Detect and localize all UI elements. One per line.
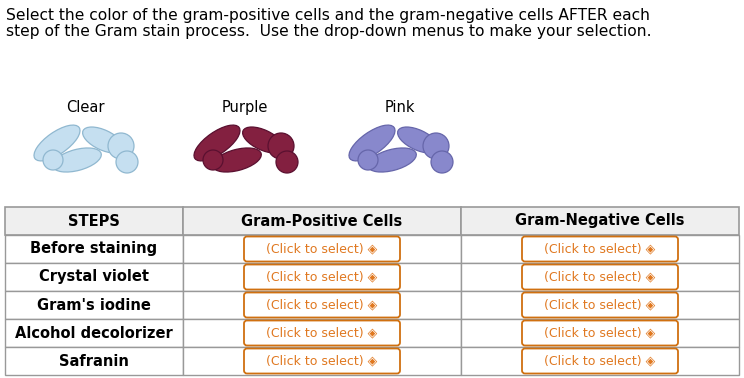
Bar [461,291,739,319]
Circle shape [431,151,453,173]
Circle shape [268,133,294,159]
Bar [461,263,739,291]
Text: (Click to select) ◈: (Click to select) ◈ [266,299,378,311]
Text: (Click to select) ◈: (Click to select) ◈ [545,271,655,284]
Text: Gram-Negative Cells: Gram-Negative Cells [516,214,684,228]
Text: Before staining: Before staining [31,242,158,257]
Ellipse shape [368,148,417,172]
FancyBboxPatch shape [244,237,400,262]
FancyBboxPatch shape [522,237,678,262]
Circle shape [108,133,134,159]
Ellipse shape [397,127,438,153]
Circle shape [203,150,223,170]
Bar [183,319,461,347]
Text: Pink: Pink [385,100,415,115]
Bar [461,207,739,235]
FancyBboxPatch shape [522,265,678,290]
Text: STEPS: STEPS [68,214,120,228]
Ellipse shape [213,148,261,172]
Text: (Click to select) ◈: (Click to select) ◈ [266,355,378,367]
Bar [5,319,183,347]
Ellipse shape [194,125,240,161]
FancyBboxPatch shape [522,293,678,318]
Text: Clear: Clear [65,100,104,115]
Text: (Click to select) ◈: (Click to select) ◈ [545,243,655,256]
Text: Gram's iodine: Gram's iodine [37,297,151,313]
Text: (Click to select) ◈: (Click to select) ◈ [545,327,655,339]
Bar [183,235,461,263]
Bar [183,207,461,235]
Text: Gram-Positive Cells: Gram-Positive Cells [241,214,403,228]
Text: (Click to select) ◈: (Click to select) ◈ [266,271,378,284]
Bar [461,235,739,263]
Bar [5,291,183,319]
Text: (Click to select) ◈: (Click to select) ◈ [545,299,655,311]
Text: Crystal violet: Crystal violet [39,270,149,285]
FancyBboxPatch shape [244,349,400,373]
FancyBboxPatch shape [244,293,400,318]
FancyBboxPatch shape [244,265,400,290]
Text: (Click to select) ◈: (Click to select) ◈ [545,355,655,367]
Ellipse shape [349,125,395,161]
Circle shape [423,133,449,159]
FancyBboxPatch shape [522,349,678,373]
FancyBboxPatch shape [522,321,678,345]
Bar [461,319,739,347]
Ellipse shape [34,125,80,161]
Circle shape [116,151,138,173]
Bar [5,347,183,375]
Bar [183,347,461,375]
Ellipse shape [83,127,124,153]
Bar [5,207,183,235]
Bar [5,263,183,291]
Ellipse shape [243,127,283,153]
Text: Select the color of the gram-positive cells and the gram-negative cells AFTER ea: Select the color of the gram-positive ce… [6,8,650,23]
Text: Alcohol decolorizer: Alcohol decolorizer [15,325,173,341]
FancyBboxPatch shape [244,321,400,345]
Ellipse shape [53,148,101,172]
Bar [183,291,461,319]
Text: (Click to select) ◈: (Click to select) ◈ [266,327,378,339]
Text: Safranin: Safranin [59,353,129,369]
Circle shape [358,150,378,170]
Bar [5,235,183,263]
Text: Purple: Purple [222,100,268,115]
Circle shape [43,150,63,170]
Text: (Click to select) ◈: (Click to select) ◈ [266,243,378,256]
Text: step of the Gram stain process.  Use the drop-down menus to make your selection.: step of the Gram stain process. Use the … [6,24,652,39]
Circle shape [276,151,298,173]
Bar [461,347,739,375]
Bar [183,263,461,291]
